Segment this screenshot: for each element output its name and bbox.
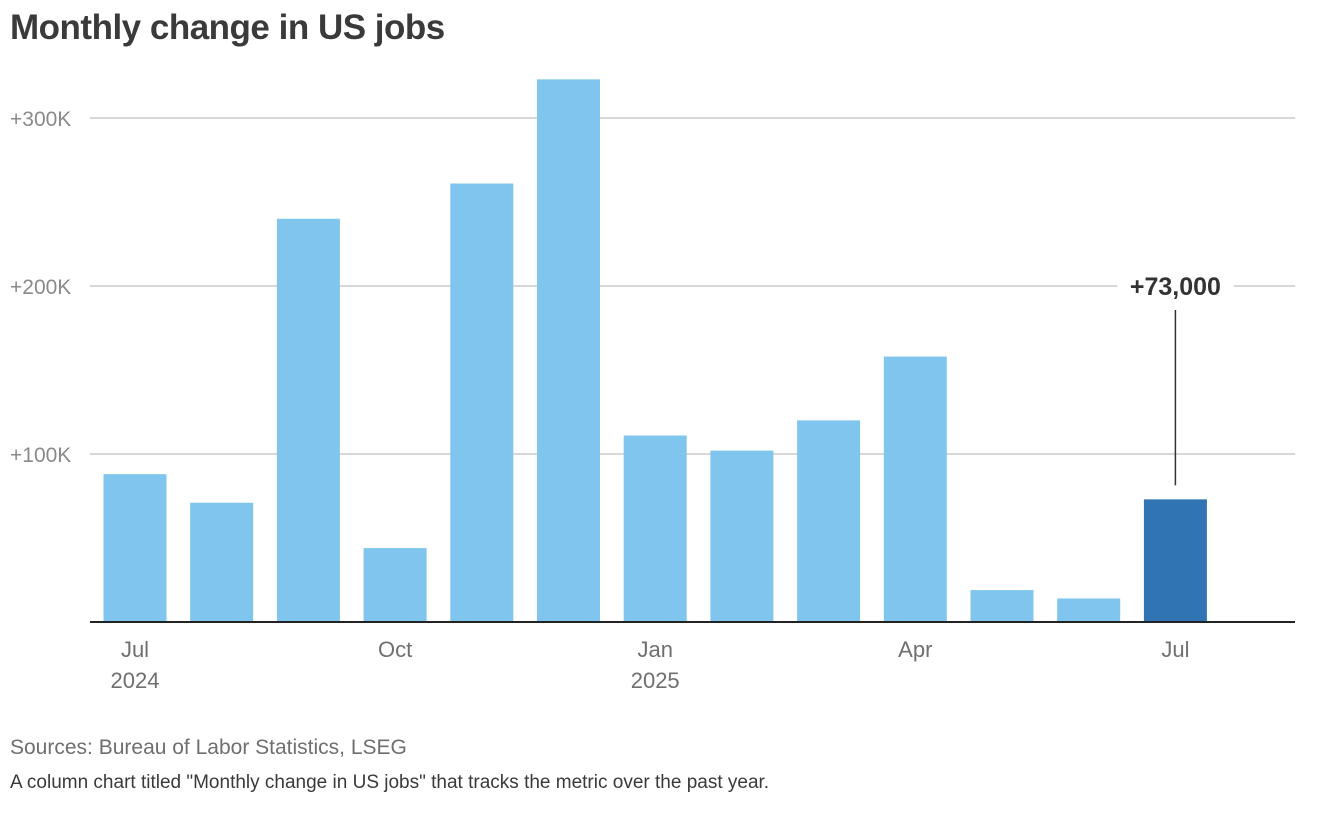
y-axis-labels: +100K +200K +300K [10, 108, 71, 467]
x-tick-year-label: 2024 [111, 668, 160, 693]
column-chart: +100K +200K +300K Jul 2024 Oct Jan 2025 Apr Jul … [10, 79, 1295, 693]
x-axis-labels: Jul 2024 Oct Jan 2025 Apr Jul [111, 637, 1190, 693]
bar [190, 502, 254, 622]
bar-highlight [1143, 499, 1207, 622]
annotation-label-background [1117, 270, 1234, 302]
bar [970, 590, 1034, 622]
chart-source: Sources: Bureau of Labor Statistics, LSE… [10, 736, 407, 759]
bar [710, 450, 774, 622]
bars [103, 79, 1207, 623]
x-tick-label: Jan [637, 637, 672, 662]
bar [1057, 598, 1121, 622]
bar [797, 420, 861, 622]
annotation: +73,000 [1117, 270, 1234, 486]
y-tick-label: +100K [10, 444, 71, 467]
bar [537, 79, 600, 623]
gridlines [90, 117, 1295, 455]
x-tick-label: Jul [121, 637, 149, 662]
chart-description: A column chart titled "Monthly change in… [10, 772, 770, 793]
bar [450, 183, 514, 622]
bar [276, 218, 340, 623]
y-tick-label: +300K [10, 108, 71, 131]
x-tick-label: Jul [1161, 637, 1189, 662]
x-tick-year-label: 2025 [631, 668, 680, 693]
bar [103, 474, 167, 622]
bar [363, 548, 427, 622]
bar [623, 435, 687, 622]
bar [883, 356, 947, 622]
x-tick-label: Apr [898, 637, 932, 662]
annotation-label: +73,000 [1130, 273, 1221, 301]
y-tick-label: +200K [10, 276, 71, 299]
x-tick-label: Oct [378, 637, 412, 662]
chart-title: Monthly change in US jobs [10, 8, 445, 47]
